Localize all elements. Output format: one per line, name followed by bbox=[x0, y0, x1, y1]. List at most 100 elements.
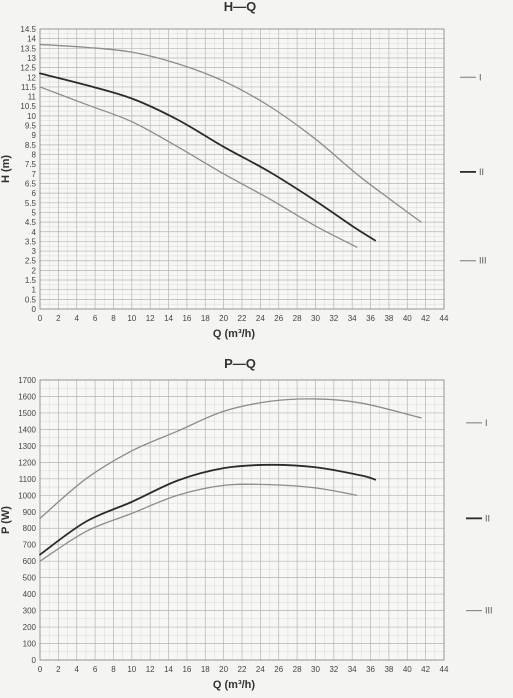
x-tick-label: 4 bbox=[75, 314, 80, 323]
y-tick-label: 1200 bbox=[18, 458, 36, 467]
x-tick-label: 26 bbox=[274, 314, 283, 323]
legend-label-iii: III bbox=[479, 256, 487, 266]
x-tick-label: 18 bbox=[201, 665, 210, 674]
y-tick-label: 3.5 bbox=[25, 237, 37, 246]
y-tick-label: 900 bbox=[23, 508, 37, 517]
chart-title: P—Q bbox=[224, 356, 256, 371]
x-tick-label: 6 bbox=[93, 665, 98, 674]
y-tick-label: 14.5 bbox=[20, 25, 36, 34]
y-tick-label: 8 bbox=[32, 151, 37, 160]
y-tick-label: 800 bbox=[23, 524, 37, 533]
series-line-i bbox=[39, 43, 422, 223]
x-tick-label: 12 bbox=[146, 665, 155, 674]
legend-label-ii: II bbox=[479, 167, 484, 177]
x-tick-label: 4 bbox=[75, 665, 80, 674]
x-tick-label: 26 bbox=[274, 665, 283, 674]
y-tick-label: 0.5 bbox=[25, 295, 37, 304]
y-tick-label: 7 bbox=[32, 170, 37, 179]
y-tick-label: 1100 bbox=[19, 475, 37, 484]
y-tick-label: 12 bbox=[27, 73, 36, 82]
x-tick-label: 0 bbox=[38, 314, 43, 323]
x-tick-label: 30 bbox=[311, 314, 320, 323]
x-tick-label: 8 bbox=[111, 665, 116, 674]
x-axis-label: Q (m³/h) bbox=[213, 328, 255, 340]
x-tick-label: 42 bbox=[421, 314, 430, 323]
x-tick-label: 24 bbox=[256, 665, 265, 674]
x-tick-label: 18 bbox=[201, 314, 210, 323]
x-tick-label: 44 bbox=[440, 314, 449, 323]
y-tick-label: 500 bbox=[23, 574, 37, 583]
x-tick-label: 42 bbox=[421, 665, 430, 674]
x-tick-label: 12 bbox=[146, 314, 155, 323]
x-tick-label: 6 bbox=[93, 314, 98, 323]
legend-label-i: I bbox=[485, 418, 488, 428]
x-tick-label: 30 bbox=[311, 665, 320, 674]
series-line-iii bbox=[39, 483, 358, 562]
major-grid bbox=[39, 28, 445, 310]
y-tick-label: 7.5 bbox=[25, 160, 37, 169]
pq-chart: P—Q0 2 4 6 8 10 12 14 16 18 20 22 24 26 28 30 32 34 36 38 40… bbox=[0, 356, 493, 691]
y-tick-label: 9.5 bbox=[25, 122, 37, 131]
y-tick-label: 10.5 bbox=[20, 102, 36, 111]
plot-frame bbox=[39, 379, 445, 661]
x-tick-label: 32 bbox=[329, 665, 338, 674]
x-tick-label: 0 bbox=[38, 665, 43, 674]
major-grid bbox=[39, 379, 445, 661]
series-line-ii bbox=[39, 463, 377, 556]
y-tick-label: 13 bbox=[27, 54, 36, 63]
y-tick-label: 1300 bbox=[18, 442, 36, 451]
y-tick-label: 3 bbox=[32, 247, 37, 256]
x-tick-label: 40 bbox=[403, 665, 412, 674]
y-tick-label: 700 bbox=[23, 541, 37, 550]
x-tick-label: 2 bbox=[56, 314, 61, 323]
y-tick-label: 0 bbox=[32, 305, 37, 314]
x-tick-label: 38 bbox=[384, 665, 393, 674]
y-tick-label: 0 bbox=[32, 656, 37, 665]
y-tick-label: 1700 bbox=[18, 376, 36, 385]
y-tick-label: 2.5 bbox=[25, 257, 37, 266]
y-tick-label: 11.5 bbox=[21, 83, 37, 92]
y-tick-label: 4 bbox=[32, 228, 37, 237]
x-tick-label: 8 bbox=[111, 314, 116, 323]
y-tick-label: 200 bbox=[23, 623, 37, 632]
y-tick-label: 9 bbox=[32, 131, 37, 140]
y-tick-label: 1000 bbox=[18, 491, 36, 500]
y-tick-label: 6.5 bbox=[25, 179, 37, 188]
y-tick-label: 300 bbox=[23, 607, 37, 616]
x-tick-label: 34 bbox=[348, 665, 357, 674]
x-tick-label: 34 bbox=[348, 314, 357, 323]
x-tick-label: 32 bbox=[329, 314, 338, 323]
y-tick-label: 10 bbox=[27, 112, 36, 121]
x-tick-label: 44 bbox=[440, 665, 449, 674]
y-tick-label: 1600 bbox=[18, 392, 36, 401]
y-tick-label: 600 bbox=[23, 557, 37, 566]
x-tick-label: 14 bbox=[164, 665, 173, 674]
y-tick-label: 2 bbox=[32, 266, 37, 275]
y-axis-label: H (m) bbox=[0, 155, 12, 183]
x-tick-label: 22 bbox=[238, 665, 247, 674]
y-tick-label: 1400 bbox=[18, 425, 36, 434]
x-tick-label: 2 bbox=[56, 665, 61, 674]
y-tick-label: 4.5 bbox=[25, 218, 37, 227]
y-tick-label: 14 bbox=[27, 35, 36, 44]
y-tick-label: 100 bbox=[23, 640, 37, 649]
x-tick-label: 28 bbox=[293, 665, 302, 674]
y-tick-label: 1 bbox=[32, 286, 37, 295]
x-tick-label: 36 bbox=[366, 314, 375, 323]
x-tick-label: 28 bbox=[293, 314, 302, 323]
y-axis-label: P (W) bbox=[0, 506, 12, 534]
x-tick-label: 20 bbox=[219, 665, 228, 674]
y-tick-label: 5.5 bbox=[25, 199, 37, 208]
legend-label-ii: II bbox=[485, 513, 490, 523]
x-tick-label: 14 bbox=[164, 314, 173, 323]
chart-title: H—Q bbox=[224, 0, 257, 14]
series-line-iii bbox=[39, 86, 358, 248]
plot-frame bbox=[39, 28, 445, 310]
x-tick-label: 38 bbox=[384, 314, 393, 323]
x-tick-label: 10 bbox=[127, 314, 136, 323]
y-tick-label: 13.5 bbox=[20, 44, 36, 53]
legend-label-i: I bbox=[479, 72, 482, 82]
x-tick-label: 36 bbox=[366, 665, 375, 674]
series-line-ii bbox=[39, 72, 377, 242]
